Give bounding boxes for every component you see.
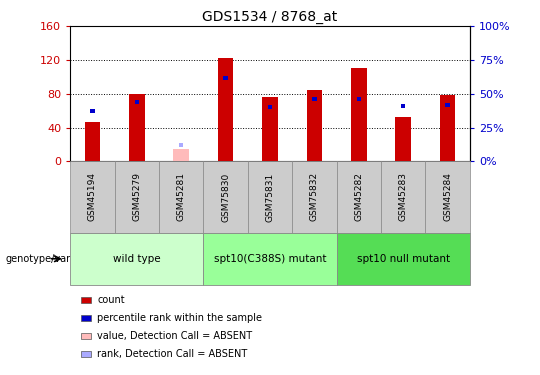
- Bar: [179, 143, 184, 147]
- Bar: [401, 104, 406, 108]
- Text: percentile rank within the sample: percentile rank within the sample: [97, 313, 262, 323]
- Bar: [129, 94, 145, 161]
- Bar: [85, 123, 100, 161]
- Text: GSM45279: GSM45279: [132, 172, 141, 221]
- Text: GSM75832: GSM75832: [310, 172, 319, 221]
- Text: value, Detection Call = ABSENT: value, Detection Call = ABSENT: [97, 331, 252, 341]
- Bar: [134, 100, 139, 104]
- Text: GSM75831: GSM75831: [266, 172, 274, 222]
- Title: GDS1534 / 8768_at: GDS1534 / 8768_at: [202, 10, 338, 24]
- Bar: [90, 109, 94, 113]
- Text: rank, Detection Call = ABSENT: rank, Detection Call = ABSENT: [97, 349, 247, 359]
- Bar: [262, 97, 278, 161]
- Text: GSM45282: GSM45282: [354, 172, 363, 221]
- Text: GSM45283: GSM45283: [399, 172, 408, 221]
- Text: GSM45281: GSM45281: [177, 172, 186, 221]
- Text: spt10 null mutant: spt10 null mutant: [356, 254, 450, 264]
- Bar: [395, 117, 411, 161]
- Bar: [312, 97, 316, 101]
- Text: GSM75830: GSM75830: [221, 172, 230, 222]
- Bar: [356, 97, 361, 101]
- Text: wild type: wild type: [113, 254, 160, 264]
- Bar: [446, 102, 450, 106]
- Bar: [440, 94, 455, 161]
- Bar: [218, 58, 233, 161]
- Text: GSM45194: GSM45194: [88, 172, 97, 221]
- Bar: [268, 105, 272, 109]
- Text: spt10(C388S) mutant: spt10(C388S) mutant: [214, 254, 326, 264]
- Bar: [307, 90, 322, 161]
- Bar: [173, 150, 189, 161]
- Text: count: count: [97, 295, 125, 305]
- Bar: [351, 68, 367, 161]
- Text: GSM45284: GSM45284: [443, 172, 452, 221]
- Text: genotype/variation: genotype/variation: [5, 254, 98, 264]
- Bar: [224, 75, 228, 80]
